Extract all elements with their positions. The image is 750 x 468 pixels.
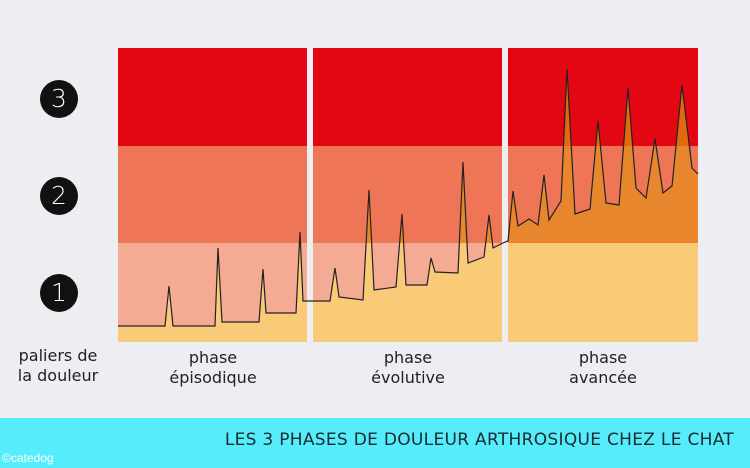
chart-title: LES 3 PHASES DE DOULEUR ARTHROSIQUE CHEZ…: [224, 430, 734, 450]
phase-label-line1: phase: [188, 348, 238, 367]
level-1-badge: 1: [40, 274, 78, 312]
pain-intensity-line: [118, 68, 699, 327]
pain-phases-chart: [118, 48, 699, 342]
band-phase2-level3: [313, 48, 502, 146]
band-phase1-level3: [118, 48, 307, 146]
phase-label-evolutive: phase évolutive: [313, 348, 503, 388]
band-phase2-level2: [313, 146, 502, 243]
y-axis-label: paliers de la douleur: [6, 346, 110, 386]
copyright-text: ©catedog: [2, 451, 54, 465]
y-axis-label-line1: paliers de: [18, 346, 98, 365]
band-phase1-level2: [118, 146, 307, 243]
title-banner: ©catedog LES 3 PHASES DE DOULEUR ARTHROS…: [0, 418, 750, 468]
y-axis-label-line2: la douleur: [17, 366, 99, 385]
phase-label-line2: avancée: [569, 368, 637, 387]
band-phase3-level3: [508, 48, 698, 146]
phase-label-episodique: phase épisodique: [118, 348, 308, 388]
phase-label-line1: phase: [383, 348, 433, 367]
phase-label-line2: épisodique: [169, 368, 257, 387]
level-2-badge: 2: [40, 177, 78, 215]
phase-label-line1: phase: [578, 348, 628, 367]
level-3-badge: 3: [40, 80, 78, 118]
phase-label-avancee: phase avancée: [508, 348, 698, 388]
phase-label-line2: évolutive: [371, 368, 445, 387]
